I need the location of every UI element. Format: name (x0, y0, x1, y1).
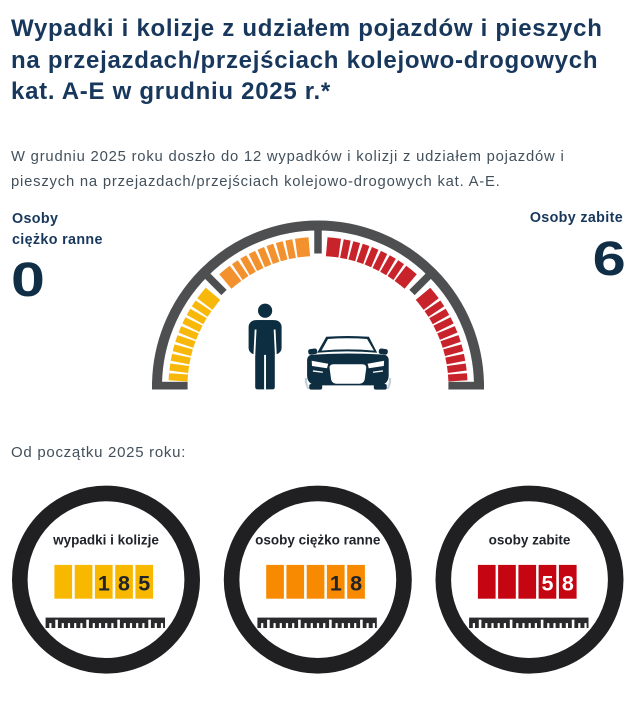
svg-text:osoby zabite: osoby zabite (489, 533, 571, 548)
svg-text:1: 1 (330, 572, 342, 596)
svg-text:5: 5 (542, 572, 554, 596)
svg-text:8: 8 (562, 572, 574, 596)
svg-text:1: 1 (98, 572, 110, 596)
svg-text:wypadki i kolizje: wypadki i kolizje (52, 533, 159, 548)
svg-text:osoby ciężko ranne: osoby ciężko ranne (255, 533, 381, 548)
svg-text:5: 5 (138, 572, 150, 596)
svg-text:8: 8 (350, 572, 362, 596)
svg-text:8: 8 (118, 572, 130, 596)
